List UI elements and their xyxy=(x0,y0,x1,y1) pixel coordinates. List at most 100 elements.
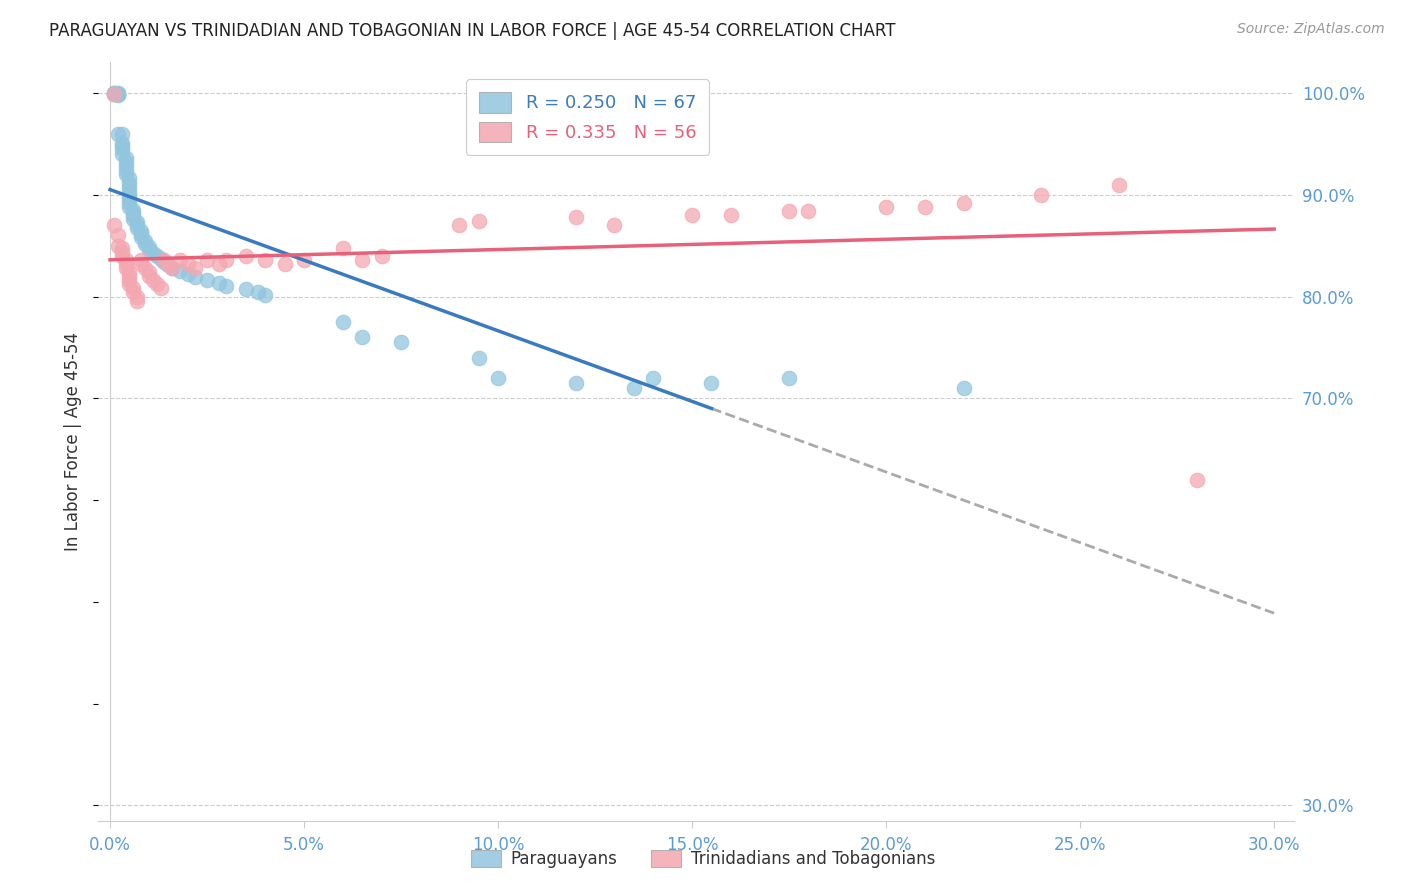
Point xyxy=(118,179,141,194)
Point xyxy=(332,315,354,329)
Point xyxy=(467,214,489,228)
Point xyxy=(208,277,231,291)
Point xyxy=(169,252,191,267)
Point xyxy=(875,200,897,214)
Point xyxy=(122,206,145,220)
Point xyxy=(370,249,392,263)
Point xyxy=(129,224,152,238)
Point xyxy=(235,249,257,263)
Point xyxy=(114,163,136,178)
Point xyxy=(118,192,141,206)
Point xyxy=(195,252,218,267)
Point xyxy=(235,282,257,296)
Point xyxy=(952,195,974,210)
Point xyxy=(332,241,354,255)
Point xyxy=(138,240,160,254)
Point xyxy=(176,267,198,281)
Point xyxy=(254,288,277,302)
Point xyxy=(103,219,125,233)
Point xyxy=(129,252,152,267)
Point xyxy=(138,243,160,257)
Point xyxy=(107,228,129,243)
Point xyxy=(184,270,207,285)
Point xyxy=(103,87,125,101)
Point xyxy=(145,249,167,263)
Point xyxy=(103,86,125,100)
Point xyxy=(107,127,129,141)
Point xyxy=(778,371,800,385)
Point xyxy=(127,293,149,308)
Point xyxy=(111,136,134,150)
Point xyxy=(129,257,152,271)
Point xyxy=(114,155,136,169)
Point xyxy=(107,86,129,100)
Point xyxy=(208,257,231,271)
Point xyxy=(1108,178,1130,192)
Point xyxy=(160,260,183,275)
Point xyxy=(122,281,145,295)
Point xyxy=(254,252,277,267)
Point xyxy=(149,281,172,295)
Y-axis label: In Labor Force | Age 45-54: In Labor Force | Age 45-54 xyxy=(65,332,83,551)
Point xyxy=(215,279,238,293)
Point xyxy=(643,371,665,385)
Point xyxy=(273,257,295,271)
Point xyxy=(118,195,141,210)
Point xyxy=(142,245,165,260)
Point xyxy=(118,200,141,214)
Point xyxy=(1031,187,1053,202)
Point xyxy=(127,219,149,233)
Point xyxy=(169,264,191,278)
Point xyxy=(103,86,125,100)
Point xyxy=(122,209,145,223)
Point xyxy=(111,249,134,263)
Point xyxy=(118,265,141,279)
Point xyxy=(246,285,269,300)
Point xyxy=(122,202,145,217)
Point xyxy=(149,252,172,266)
Point xyxy=(129,230,152,244)
Point xyxy=(127,221,149,235)
Point xyxy=(797,204,820,219)
Point xyxy=(129,227,152,242)
Point xyxy=(118,277,141,292)
Point xyxy=(127,215,149,229)
Point xyxy=(118,184,141,198)
Point xyxy=(153,252,176,267)
Point xyxy=(114,260,136,275)
Point xyxy=(449,219,471,233)
Point xyxy=(107,87,129,101)
Point xyxy=(107,238,129,252)
Point xyxy=(352,252,374,267)
Point xyxy=(114,151,136,165)
Text: PARAGUAYAN VS TRINIDADIAN AND TOBAGONIAN IN LABOR FORCE | AGE 45-54 CORRELATION : PARAGUAYAN VS TRINIDADIAN AND TOBAGONIAN… xyxy=(49,22,896,40)
Point xyxy=(111,241,134,255)
Point xyxy=(176,257,198,271)
Point xyxy=(111,142,134,156)
Point xyxy=(138,269,160,284)
Point xyxy=(467,351,489,365)
Point xyxy=(160,260,183,275)
Point xyxy=(103,87,125,101)
Point xyxy=(107,88,129,103)
Point xyxy=(564,376,586,390)
Point xyxy=(142,273,165,287)
Text: Source: ZipAtlas.com: Source: ZipAtlas.com xyxy=(1237,22,1385,37)
Point xyxy=(111,127,134,141)
Point xyxy=(127,289,149,303)
Point xyxy=(184,260,207,275)
Point xyxy=(103,87,125,101)
Point xyxy=(700,376,723,390)
Point xyxy=(122,212,145,227)
Point xyxy=(118,273,141,287)
Point xyxy=(292,252,315,267)
Point xyxy=(114,159,136,173)
Point xyxy=(138,265,160,279)
Point xyxy=(122,285,145,300)
Point xyxy=(564,210,586,224)
Point xyxy=(134,236,156,251)
Point xyxy=(118,187,141,202)
Point xyxy=(157,257,180,271)
Point xyxy=(107,87,129,101)
Point xyxy=(215,252,238,267)
